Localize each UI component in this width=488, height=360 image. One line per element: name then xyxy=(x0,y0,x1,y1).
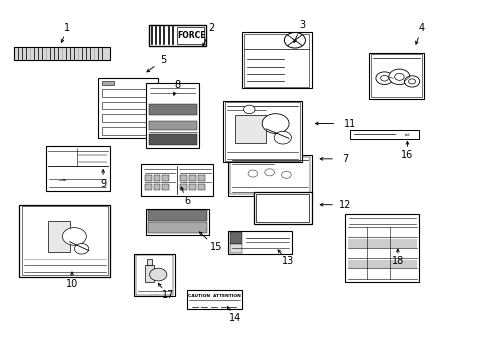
Text: - - -: - - - xyxy=(151,292,158,296)
Text: 13: 13 xyxy=(281,256,293,266)
Bar xyxy=(229,157,309,194)
Bar xyxy=(148,222,206,233)
Bar xyxy=(146,259,152,265)
Bar xyxy=(370,54,422,98)
Circle shape xyxy=(74,243,89,254)
Bar xyxy=(242,32,311,88)
Circle shape xyxy=(262,114,288,134)
Bar xyxy=(162,184,168,189)
Text: 3: 3 xyxy=(298,20,305,30)
Text: 9: 9 xyxy=(100,179,106,189)
Bar xyxy=(188,175,195,181)
Text: 10: 10 xyxy=(66,279,78,289)
Circle shape xyxy=(149,268,166,281)
Bar xyxy=(229,244,241,253)
Bar xyxy=(162,175,168,181)
Bar xyxy=(256,194,308,222)
Bar xyxy=(153,184,160,189)
Bar xyxy=(145,184,152,189)
Bar xyxy=(234,115,265,143)
Bar xyxy=(19,205,110,277)
Text: 7: 7 xyxy=(341,154,347,164)
Circle shape xyxy=(274,131,291,144)
Text: 1: 1 xyxy=(64,23,70,33)
Bar xyxy=(148,134,196,145)
Circle shape xyxy=(247,170,257,177)
Circle shape xyxy=(380,75,387,81)
Text: 16: 16 xyxy=(401,150,413,160)
Bar xyxy=(45,147,110,190)
Bar xyxy=(153,175,160,181)
Bar xyxy=(102,127,154,135)
Bar xyxy=(98,78,158,138)
Circle shape xyxy=(394,73,403,80)
Circle shape xyxy=(243,105,255,114)
Circle shape xyxy=(284,32,305,48)
Bar xyxy=(102,114,154,122)
Bar xyxy=(15,47,110,60)
Circle shape xyxy=(375,72,392,85)
Circle shape xyxy=(264,169,274,176)
Bar xyxy=(244,33,308,86)
Text: 6: 6 xyxy=(183,196,190,206)
Bar xyxy=(227,231,292,254)
Bar xyxy=(347,260,416,269)
Text: ~≈: ~≈ xyxy=(58,177,67,183)
Bar xyxy=(48,221,69,252)
Bar xyxy=(21,207,108,275)
Text: 15: 15 xyxy=(209,242,222,252)
Bar xyxy=(188,184,195,189)
Text: 5: 5 xyxy=(160,55,166,65)
Text: 14: 14 xyxy=(228,312,241,323)
Text: 2: 2 xyxy=(207,23,214,33)
Text: 18: 18 xyxy=(391,256,403,266)
Bar xyxy=(136,256,173,295)
Bar xyxy=(254,192,311,224)
Circle shape xyxy=(408,79,415,84)
Bar xyxy=(102,102,154,109)
Bar xyxy=(134,254,175,296)
Bar xyxy=(347,239,416,248)
Circle shape xyxy=(281,171,291,178)
Bar xyxy=(141,164,213,196)
Bar xyxy=(148,25,206,46)
Bar xyxy=(197,184,204,189)
Bar xyxy=(186,291,242,309)
Text: FORCE: FORCE xyxy=(177,31,205,40)
Text: CAUTION  ATTENTION: CAUTION ATTENTION xyxy=(188,293,241,298)
Bar xyxy=(197,175,204,181)
Bar xyxy=(102,89,154,97)
Bar xyxy=(180,175,186,181)
Text: 12: 12 xyxy=(338,200,350,210)
Text: 11: 11 xyxy=(343,118,355,129)
Bar xyxy=(225,102,299,161)
Bar xyxy=(349,130,419,139)
Bar xyxy=(102,81,114,85)
Text: 4: 4 xyxy=(418,23,424,33)
Bar xyxy=(148,210,206,221)
Text: 17: 17 xyxy=(162,290,174,300)
Bar xyxy=(345,213,419,282)
Bar xyxy=(227,155,311,196)
Bar xyxy=(177,27,203,44)
Bar xyxy=(148,121,196,130)
Circle shape xyxy=(388,69,409,85)
Bar xyxy=(146,209,208,235)
Text: 8: 8 xyxy=(174,80,180,90)
Bar xyxy=(144,265,154,282)
Bar xyxy=(146,83,199,148)
Bar xyxy=(229,232,241,244)
Bar xyxy=(223,100,302,162)
Bar xyxy=(148,104,196,115)
Circle shape xyxy=(404,76,419,87)
Text: txt: txt xyxy=(404,133,409,137)
Circle shape xyxy=(62,228,86,245)
Bar xyxy=(180,184,186,189)
Bar xyxy=(145,175,152,181)
Bar xyxy=(368,53,424,99)
